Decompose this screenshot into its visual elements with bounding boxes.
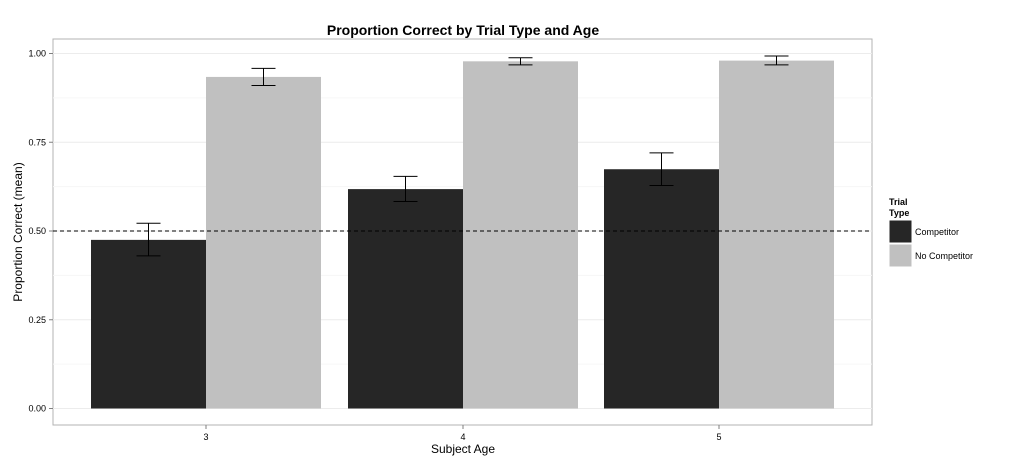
- bar: [206, 76, 321, 409]
- y-tick-label: 0.00: [28, 404, 46, 414]
- y-tick-label: 0.50: [28, 226, 46, 236]
- x-axis: 3 4 5: [203, 425, 722, 442]
- bar: [604, 169, 719, 409]
- y-tick-label: 0.25: [28, 315, 46, 325]
- legend-label: No Competitor: [915, 251, 973, 261]
- bar: [463, 61, 578, 409]
- y-tick-label: 1.00: [28, 49, 46, 59]
- x-tick-label: 4: [460, 432, 465, 442]
- legend-title: Trial: [889, 197, 908, 207]
- bar: [719, 60, 834, 409]
- x-axis-title: Subject Age: [431, 442, 495, 456]
- y-tick-label: 0.75: [28, 137, 46, 147]
- chart-title: Proportion Correct by Trial Type and Age: [327, 22, 599, 38]
- bar: [91, 239, 206, 409]
- legend-label: Competitor: [915, 227, 959, 237]
- legend-swatch: [888, 243, 913, 268]
- y-axis-title: Proportion Correct (mean): [11, 162, 25, 301]
- error-bars: [136, 55, 789, 257]
- y-axis: 0.00 0.25 0.50 0.75 1.00: [28, 49, 53, 414]
- legend-swatch: [888, 219, 913, 244]
- x-tick-label: 5: [716, 432, 721, 442]
- bars: [91, 60, 834, 409]
- legend-title: Type: [889, 208, 909, 218]
- x-tick-label: 3: [203, 432, 208, 442]
- bar: [348, 189, 463, 409]
